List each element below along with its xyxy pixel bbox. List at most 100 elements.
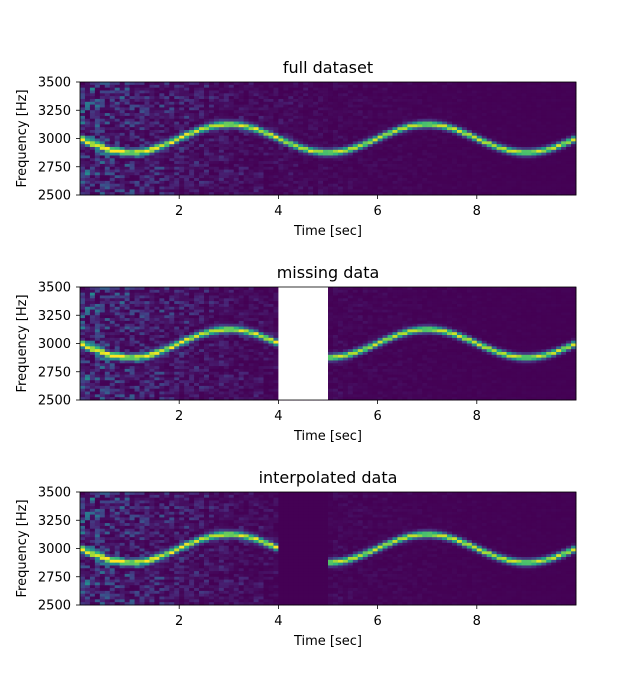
spectrogram-cell <box>551 178 556 181</box>
spectrogram-cell <box>397 130 402 133</box>
spectrogram-cell <box>234 181 239 184</box>
spectrogram-cell <box>502 99 507 102</box>
spectrogram-cell <box>308 105 313 108</box>
spectrogram-cell <box>174 127 179 130</box>
spectrogram-cell <box>254 141 259 144</box>
spectrogram-cell <box>512 141 517 144</box>
spectrogram-cell <box>373 124 378 127</box>
spectrogram-cell <box>174 96 179 99</box>
spectrogram-cell <box>115 377 120 380</box>
spectrogram-cell <box>249 158 254 161</box>
spectrogram-cell <box>487 130 492 133</box>
spectrogram-cell <box>293 110 298 113</box>
spectrogram-cell <box>477 147 482 150</box>
spectrogram-cell <box>144 369 149 372</box>
spectrogram-cell <box>244 93 249 96</box>
spectrogram-cell <box>189 172 194 175</box>
spectrogram-cell <box>452 88 457 91</box>
spectrogram-cell <box>249 147 254 150</box>
spectrogram-cell <box>516 181 521 184</box>
spectrogram-cell <box>526 181 531 184</box>
spectrogram-cell <box>229 178 234 181</box>
spectrogram-cell <box>169 181 174 184</box>
spectrogram-cell <box>487 189 492 192</box>
spectrogram-cell <box>452 144 457 147</box>
spectrogram-cell <box>308 172 313 175</box>
spectrogram-cell <box>140 315 145 318</box>
spectrogram-cell <box>422 144 427 147</box>
spectrogram-cell <box>85 88 90 91</box>
spectrogram-cell <box>85 290 90 293</box>
spectrogram-cell <box>437 110 442 113</box>
spectrogram-cell <box>482 178 487 181</box>
spectrogram-cell <box>477 153 482 156</box>
spectrogram-cell <box>140 170 145 173</box>
spectrogram-cell <box>502 124 507 127</box>
spectrogram-cell <box>130 144 135 147</box>
spectrogram-cell <box>135 307 140 310</box>
spectrogram-cell <box>358 90 363 93</box>
spectrogram-cell <box>120 312 125 315</box>
spectrogram-cell <box>273 127 278 130</box>
spectrogram-cell <box>268 122 273 125</box>
spectrogram-cell <box>194 329 199 332</box>
spectrogram-cell <box>268 161 273 164</box>
spectrogram-cell <box>303 85 308 88</box>
spectrogram-cell <box>199 82 204 85</box>
spectrogram-cell <box>95 93 100 96</box>
spectrogram-cell <box>135 363 140 366</box>
spectrogram-cell <box>432 181 437 184</box>
spectrogram-cell <box>328 175 333 178</box>
spectrogram-cell <box>90 150 95 153</box>
spectrogram-cell <box>546 88 551 91</box>
spectrogram-cell <box>189 321 194 324</box>
spectrogram-cell <box>120 394 125 397</box>
spectrogram-cell <box>184 172 189 175</box>
spectrogram-cell <box>110 133 115 136</box>
spectrogram-cell <box>159 287 164 290</box>
spectrogram-cell <box>130 332 135 335</box>
spectrogram-cell <box>110 304 115 307</box>
spectrogram-cell <box>343 187 348 190</box>
spectrogram-cell <box>452 158 457 161</box>
spectrogram-cell <box>80 315 85 318</box>
spectrogram-cell <box>149 130 154 133</box>
spectrogram-cell <box>169 380 174 383</box>
spectrogram-cell <box>497 122 502 125</box>
spectrogram-cell <box>482 133 487 136</box>
spectrogram-cell <box>189 82 194 85</box>
spectrogram-cell <box>120 360 125 363</box>
spectrogram-cell <box>110 102 115 105</box>
spectrogram-cell <box>194 363 199 366</box>
spectrogram-cell <box>516 102 521 105</box>
spectrogram-cell <box>353 147 358 150</box>
spectrogram-cell <box>358 96 363 99</box>
spectrogram-cell <box>546 189 551 192</box>
spectrogram-cell <box>457 102 462 105</box>
spectrogram-cell <box>110 312 115 315</box>
spectrogram-cell <box>328 170 333 173</box>
spectrogram-cell <box>100 293 105 296</box>
spectrogram-cell <box>363 170 368 173</box>
spectrogram-cell <box>90 147 95 150</box>
spectrogram-cell <box>100 380 105 383</box>
spectrogram-cell <box>561 90 566 93</box>
spectrogram-cell <box>264 187 269 190</box>
spectrogram-cell <box>273 99 278 102</box>
spectrogram-cell <box>264 178 269 181</box>
spectrogram-cell <box>189 150 194 153</box>
spectrogram-cell <box>90 338 95 341</box>
spectrogram-cell <box>368 147 373 150</box>
spectrogram-cell <box>333 189 338 192</box>
spectrogram-cell <box>288 161 293 164</box>
spectrogram-cell <box>224 107 229 110</box>
spectrogram-cell <box>100 172 105 175</box>
spectrogram-cell <box>348 122 353 125</box>
spectrogram-cell <box>100 332 105 335</box>
spectrogram-cell <box>229 124 234 127</box>
spectrogram-cell <box>417 187 422 190</box>
spectrogram-cell <box>512 144 517 147</box>
spectrogram-cell <box>184 386 189 389</box>
spectrogram-cell <box>373 178 378 181</box>
